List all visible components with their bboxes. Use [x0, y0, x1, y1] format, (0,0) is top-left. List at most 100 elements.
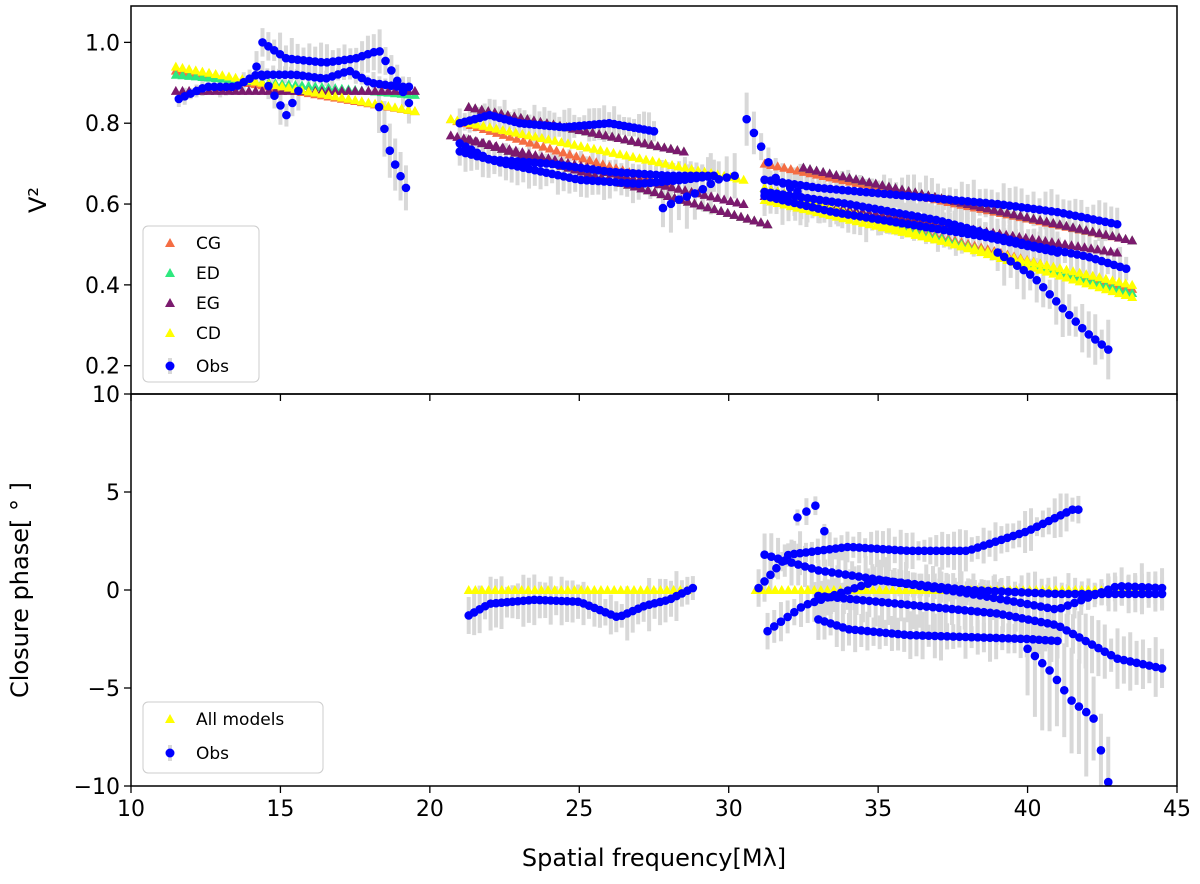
model-marker-eg [870, 178, 881, 188]
obs-point [954, 605, 963, 614]
model-marker-all-models [868, 585, 879, 594]
model-marker-cg [564, 149, 575, 159]
model-marker-eg [706, 191, 717, 201]
model-marker-eg [587, 127, 598, 137]
model-marker-cd [1035, 258, 1046, 268]
obs-point [1097, 340, 1107, 349]
obs-point [258, 72, 267, 81]
model-marker-eg [478, 137, 489, 147]
model-marker-eg [517, 147, 528, 157]
obs-point [955, 587, 965, 597]
model-marker-eg [594, 128, 605, 138]
model-marker-cd [738, 174, 749, 184]
model-marker-cd [982, 246, 993, 256]
model-marker-eg [471, 136, 482, 146]
obs-point [401, 183, 411, 193]
model-marker-all-models [595, 585, 606, 594]
v2-y-axis-label: V² [24, 187, 52, 213]
model-marker-all-models [463, 585, 474, 594]
model-marker-eg [504, 144, 515, 154]
obs-point [1144, 589, 1153, 599]
model-marker-eg [620, 134, 631, 144]
model-marker-eg [736, 211, 747, 221]
obs-point [398, 87, 408, 97]
obs-point [922, 602, 931, 611]
model-marker-eg [636, 183, 647, 193]
obs-point [404, 98, 414, 108]
model-marker-eg [877, 180, 888, 190]
obs-point [764, 157, 773, 167]
x-tick-label: 10 [117, 797, 145, 822]
model-marker-eg [982, 203, 993, 213]
obs-point [1044, 589, 1053, 598]
obs-point [1117, 589, 1127, 599]
model-marker-cd [562, 138, 573, 148]
model-marker-cg [531, 139, 542, 149]
obs-point [772, 563, 781, 573]
obs-point [1028, 635, 1038, 644]
model-marker-eg [1086, 243, 1097, 253]
model-marker-all-models [556, 585, 567, 594]
obs-point [966, 606, 976, 616]
model-marker-eg [1015, 210, 1026, 220]
obs-point [674, 195, 684, 204]
obs-point [1038, 282, 1048, 292]
model-marker-eg [1074, 223, 1085, 233]
obs-point [969, 590, 978, 599]
obs-point [1025, 270, 1035, 279]
model-marker-all-models [662, 585, 673, 594]
model-marker-all-models [589, 585, 600, 594]
model-marker-cd [556, 137, 567, 147]
cp-axes-frame [130, 393, 1178, 787]
model-marker-cd [647, 155, 658, 165]
obs-point [854, 572, 864, 581]
model-marker-cd [1028, 262, 1039, 272]
model-marker-eg [678, 146, 689, 156]
model-marker-cd [1114, 276, 1125, 286]
obs-point [1053, 636, 1062, 646]
obs-point [722, 173, 732, 182]
model-marker-eg [1079, 242, 1090, 252]
obs-point [930, 631, 940, 641]
model-marker-eg [230, 85, 241, 95]
obs-point [1157, 589, 1167, 599]
model-marker-cd [963, 241, 974, 251]
model-marker-cd [575, 141, 586, 151]
model-marker-eg [659, 142, 670, 152]
obs-point [973, 633, 983, 642]
obs-point [1037, 658, 1047, 668]
legend-cg-marker [165, 238, 175, 247]
model-marker-eg [1053, 238, 1064, 248]
model-marker-cg [591, 157, 602, 167]
obs-point [1070, 589, 1080, 599]
model-marker-all-models [523, 585, 534, 594]
model-marker-cd [363, 97, 374, 107]
obs-point [294, 86, 303, 96]
model-marker-cd [1127, 279, 1138, 289]
x-tick-label: 45 [1163, 797, 1191, 822]
model-marker-cd [851, 216, 862, 226]
obs-point [1151, 583, 1160, 593]
model-marker-cd [936, 235, 947, 245]
model-marker-cd [497, 124, 508, 134]
model-marker-cd [330, 91, 341, 101]
obs-point [1049, 604, 1059, 614]
model-marker-eg [1107, 231, 1118, 241]
model-marker-all-models [894, 585, 905, 594]
model-marker-eg [667, 182, 678, 192]
model-marker-ed [190, 71, 201, 81]
model-marker-cd [316, 88, 327, 98]
model-marker-eg [660, 180, 671, 190]
obs-point [931, 546, 941, 556]
model-marker-cd [336, 92, 347, 102]
model-marker-eg [1105, 246, 1116, 256]
model-marker-eg [742, 213, 753, 223]
obs-point [820, 567, 830, 576]
model-marker-cd [230, 72, 241, 82]
obs-point [890, 599, 900, 608]
obs-point [776, 617, 786, 626]
model-marker-eg [633, 137, 644, 147]
obs-point [856, 581, 866, 591]
obs-point [852, 595, 861, 604]
model-marker-cg [584, 155, 595, 165]
